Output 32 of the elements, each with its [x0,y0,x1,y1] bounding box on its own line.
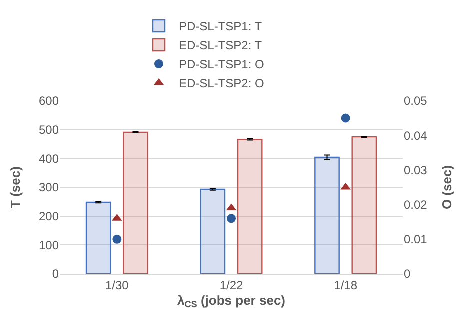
y2-tick-label: 0.05 [404,94,428,108]
bar [352,136,378,274]
y2-tick-label: 0.04 [404,128,428,143]
legend-label: PD-SL-TSP1: O [179,58,264,72]
y2-tick-label: 0 [404,267,411,282]
y-tick-label: 600 [38,94,60,108]
y-axis-title: T (sec) [8,166,23,208]
legend-label: ED-SL-TSP2: T [179,38,263,53]
x-axis-title: λ$_{CS}$ (jobs per sec) [177,293,286,310]
y-tick-label: 0 [52,267,60,282]
y-tick-label: 400 [38,152,60,166]
y2-axis-title: O (sec) [439,165,454,210]
y2-tick-label: 0.03 [404,163,428,178]
point [227,214,236,224]
bar [314,156,340,274]
legend-label: ED-SL-TSP2: O [179,76,264,91]
bar [200,188,226,274]
x-tick-label: 1/22 [220,278,244,292]
y-tick-label: 500 [38,123,60,138]
y-tick-label: 200 [38,210,60,224]
legend-label: PD-SL-TSP1: T [179,20,263,34]
y-tick-label: 100 [38,238,60,252]
bar [123,132,148,274]
y-tick-label: 300 [38,180,60,195]
y2-tick-label: 0.01 [404,232,428,247]
point [112,234,122,244]
y2-tick-label: 0.02 [404,198,428,212]
point [341,114,350,123]
bar [237,139,263,274]
x-tick-label: 1/18 [334,278,358,292]
x-tick-label: 1/30 [105,278,130,292]
bar [86,202,112,274]
